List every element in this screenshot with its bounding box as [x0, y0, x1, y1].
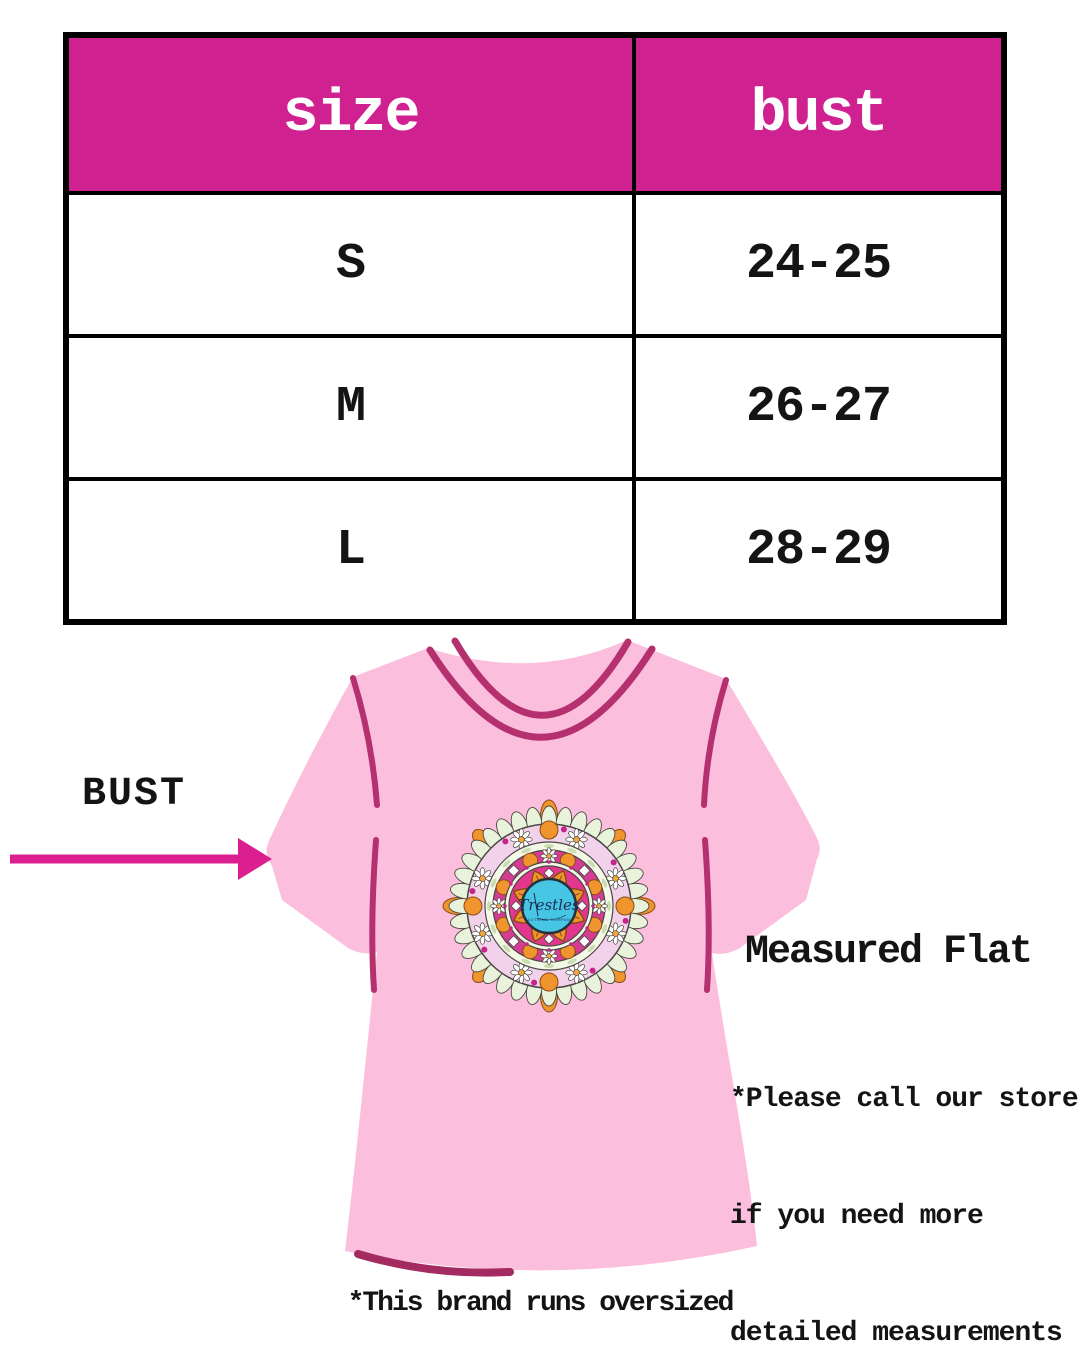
right-shoulder-seam	[701, 677, 729, 808]
store-note-line: detailed measurements	[730, 1318, 1063, 1349]
bust-cell: 26-27	[631, 334, 1007, 481]
size-cell: L	[64, 477, 636, 624]
table-row: S 24-25	[64, 191, 1007, 338]
size-column-header: size	[64, 33, 636, 195]
bust-cell: 24-25	[631, 191, 1007, 338]
left-shoulder-seam	[350, 675, 380, 808]
measured-flat-heading: Measured Flat	[745, 930, 1033, 975]
logo-name: Trestles	[518, 896, 579, 914]
size-cell: M	[64, 334, 636, 481]
oversized-note: *This brand runs oversized	[347, 1288, 735, 1319]
collar-outer-line	[426, 645, 656, 741]
store-note: *Please call our store if you need more …	[730, 1002, 1079, 1350]
right-side-seam	[702, 837, 712, 993]
table-row: L 28-29	[64, 477, 1007, 624]
size-cell: S	[64, 191, 636, 338]
bust-cell: 28-29	[631, 477, 1007, 624]
bust-arrow	[10, 838, 272, 880]
left-side-seam	[369, 837, 379, 993]
mandala-graphic	[442, 799, 656, 1013]
bottom-hem-line	[354, 1250, 514, 1277]
collar-inner-line	[451, 637, 632, 719]
size-table: size bust S 24-25 M 26-27 L 28-29	[63, 32, 1007, 625]
table-header-row: size bust	[64, 33, 1007, 195]
store-note-line: if you need more	[730, 1201, 984, 1232]
bust-label: BUST	[82, 772, 187, 817]
bust-arrow-head	[238, 838, 272, 880]
store-note-line: *Please call our store	[730, 1084, 1079, 1115]
bust-column-header: bust	[631, 33, 1007, 195]
table-row: M 26-27	[64, 334, 1007, 481]
logo-tagline: CLOTHING COMPANY	[525, 918, 574, 922]
